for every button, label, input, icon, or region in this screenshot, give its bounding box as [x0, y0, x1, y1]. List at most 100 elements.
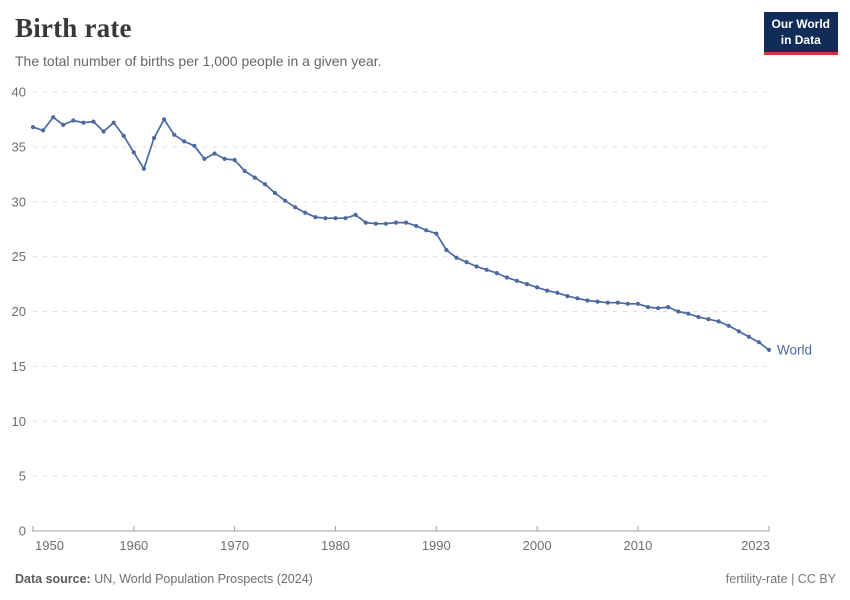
y-tick-label: 0 [19, 524, 26, 539]
data-point-marker[interactable] [615, 300, 620, 305]
data-point-marker[interactable] [504, 275, 509, 280]
x-tick-label: 1980 [321, 538, 350, 553]
data-point-marker[interactable] [575, 296, 580, 301]
data-point-marker[interactable] [716, 319, 721, 324]
data-source: Data source: UN, World Population Prospe… [15, 572, 313, 586]
line-chart[interactable]: 0 5 10 15 20 25 30 35 40 1950 1960 1970 1980 1990 2000… [0, 0, 850, 560]
data-point-marker[interactable] [464, 260, 469, 265]
data-point-marker[interactable] [706, 317, 711, 322]
series-end-label[interactable]: World [777, 342, 812, 357]
data-point-marker[interactable] [41, 128, 46, 133]
data-point-marker[interactable] [565, 294, 570, 299]
chart-subtitle: The total number of births per 1,000 peo… [15, 52, 382, 69]
data-point-marker[interactable] [535, 285, 540, 290]
data-point-marker[interactable] [524, 282, 530, 287]
x-tick-label: 2010 [623, 538, 652, 553]
data-point-marker[interactable] [232, 157, 237, 163]
data-point-marker[interactable] [494, 271, 499, 276]
x-tick-label: 1950 [35, 538, 64, 553]
chart-header: Birth rate The total number of births pe… [0, 0, 850, 70]
y-tick-label: 5 [19, 469, 26, 484]
data-point-marker[interactable] [676, 309, 681, 314]
data-point-marker[interactable] [111, 120, 116, 125]
data-point-marker[interactable] [172, 132, 177, 137]
data-point-marker[interactable] [141, 166, 146, 171]
y-tick-label: 30 [12, 194, 26, 209]
data-point-marker[interactable] [242, 168, 247, 174]
data-point-marker[interactable] [182, 139, 187, 144]
data-point-marker[interactable] [625, 301, 630, 306]
x-tick-label: 1970 [220, 538, 249, 553]
owid-logo-line2: in Data [780, 32, 821, 47]
data-point-marker[interactable] [545, 288, 550, 293]
birth-rate-line[interactable] [32, 116, 770, 351]
data-point-marker[interactable] [212, 151, 217, 156]
data-point-marker[interactable] [313, 215, 318, 220]
data-point-marker[interactable] [262, 182, 267, 187]
data-point-marker[interactable] [61, 122, 66, 127]
data-point-marker[interactable] [71, 118, 76, 123]
data-point-marker[interactable] [202, 156, 207, 161]
data-point-marker[interactable] [121, 133, 126, 138]
data-point-marker[interactable] [474, 264, 479, 269]
x-tick-label: 2000 [523, 538, 552, 553]
data-point-marker[interactable] [323, 216, 328, 221]
data-point-marker[interactable] [353, 212, 358, 217]
chart-footer: Data source: UN, World Population Prospe… [15, 572, 836, 586]
data-point-marker[interactable] [444, 247, 449, 253]
y-tick-label: 40 [12, 85, 26, 100]
data-point-marker[interactable] [424, 228, 429, 233]
data-point-marker[interactable] [514, 278, 520, 283]
data-point-marker[interactable] [484, 267, 489, 272]
data-point-marker[interactable] [434, 231, 439, 236]
data-point-marker[interactable] [192, 143, 197, 148]
data-point-marker[interactable] [101, 129, 106, 134]
data-point-marker[interactable] [414, 223, 419, 228]
owid-logo[interactable]: Our World in Data [763, 12, 838, 56]
data-point-marker[interactable] [81, 120, 86, 125]
data-point-marker[interactable] [222, 156, 227, 161]
data-point-marker[interactable] [293, 205, 298, 210]
data-point-marker[interactable] [252, 175, 257, 180]
data-point-marker[interactable] [403, 220, 409, 225]
data-point-marker[interactable] [333, 216, 338, 221]
data-point-marker[interactable] [656, 306, 661, 311]
data-point-marker[interactable] [51, 115, 56, 120]
y-tick-label: 10 [12, 414, 26, 429]
data-point-marker[interactable] [363, 220, 368, 225]
data-point-marker[interactable] [595, 299, 600, 304]
data-point-marker[interactable] [605, 300, 610, 305]
data-point-marker[interactable] [131, 150, 136, 155]
data-point-marker[interactable] [555, 290, 560, 295]
data-point-marker[interactable] [151, 136, 157, 141]
data-point-marker[interactable] [162, 117, 167, 122]
data-point-marker[interactable] [272, 190, 278, 196]
y-tick-label: 25 [12, 249, 26, 264]
data-point-marker[interactable] [373, 221, 378, 226]
data-point-marker[interactable] [303, 210, 308, 215]
data-point-marker[interactable] [585, 298, 590, 303]
data-point-marker[interactable] [454, 255, 459, 260]
data-point-marker[interactable] [91, 119, 96, 124]
data-source-label: Data source: [15, 572, 91, 586]
y-tick-label: 20 [12, 304, 26, 319]
data-point-marker[interactable] [645, 305, 651, 310]
data-point-marker[interactable] [283, 198, 288, 203]
data-point-marker[interactable] [756, 340, 762, 345]
data-point-marker[interactable] [726, 323, 731, 328]
data-point-marker[interactable] [30, 125, 36, 130]
data-point-marker[interactable] [746, 334, 751, 339]
data-point-marker[interactable] [635, 301, 641, 306]
data-point-marker[interactable] [686, 311, 691, 316]
data-point-marker[interactable] [736, 329, 741, 334]
x-tick-label: 2023 [741, 538, 770, 553]
data-point-marker[interactable] [766, 347, 772, 352]
data-point-marker[interactable] [666, 305, 671, 310]
data-point-marker[interactable] [393, 220, 399, 225]
data-point-marker[interactable] [343, 216, 348, 221]
data-point-marker[interactable] [696, 314, 701, 320]
owid-logo-line1: Our World [771, 17, 830, 31]
data-point-marker[interactable] [383, 221, 388, 226]
y-tick-label: 15 [12, 359, 26, 374]
license-text[interactable]: fertility-rate | CC BY [725, 572, 836, 586]
